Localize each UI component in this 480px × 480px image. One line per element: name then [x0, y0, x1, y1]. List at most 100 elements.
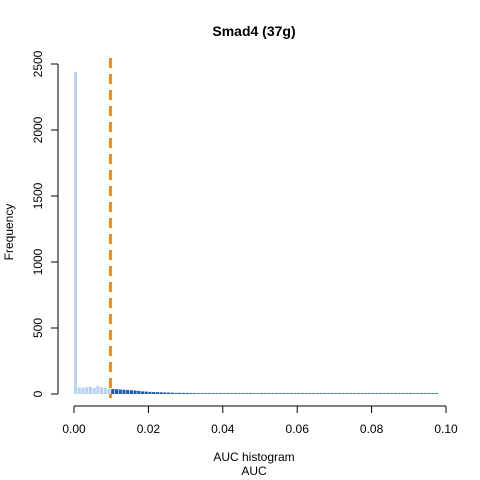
histogram-bar	[260, 393, 264, 394]
histogram-bar	[200, 393, 204, 394]
histogram-bar	[159, 392, 163, 394]
histogram-bar	[107, 388, 111, 394]
histogram-bar	[152, 392, 156, 394]
histogram-bar	[338, 393, 342, 394]
histogram-bar	[252, 393, 256, 394]
histogram-bar	[114, 389, 119, 394]
y-tick-label: 1500	[31, 182, 45, 209]
histogram-bars	[74, 71, 438, 395]
histogram-bar	[382, 393, 386, 394]
histogram-bar	[286, 393, 290, 394]
histogram-bar	[278, 393, 282, 394]
chart-title: Smad4 (37g)	[212, 23, 295, 39]
histogram-bar	[219, 393, 223, 394]
x-tick-label: 0.00	[62, 422, 86, 436]
x-axis-label-2: AUC	[241, 464, 267, 478]
histogram-bar	[423, 393, 427, 394]
histogram-bar	[274, 393, 278, 394]
histogram-bar	[74, 71, 78, 395]
histogram-bar	[178, 392, 182, 394]
histogram-bar	[416, 393, 420, 394]
histogram-bar	[401, 393, 405, 394]
histogram-bar	[364, 393, 368, 394]
y-tick-label: 2500	[31, 50, 45, 77]
histogram-bar	[241, 393, 245, 394]
histogram-bar	[356, 393, 360, 394]
histogram-bar	[263, 393, 267, 394]
x-tick-label: 0.02	[137, 422, 161, 436]
histogram-bar	[341, 393, 345, 394]
histogram-bar	[185, 392, 189, 394]
histogram-bar	[92, 388, 96, 394]
histogram-bar	[174, 392, 178, 394]
histogram-bar	[167, 392, 171, 394]
histogram-bar	[334, 393, 338, 394]
histogram-bar	[237, 393, 241, 394]
histogram-bar	[233, 393, 238, 394]
histogram-bar	[386, 393, 390, 394]
histogram-bar	[81, 387, 85, 394]
histogram-bar	[271, 393, 275, 394]
histogram-bar	[312, 393, 316, 394]
histogram-bar	[133, 390, 137, 394]
histogram-bar	[122, 389, 126, 394]
histogram-bar	[144, 391, 148, 394]
histogram-bar	[96, 386, 100, 394]
histogram-bar	[330, 393, 334, 394]
y-tick-label: 500	[31, 318, 45, 338]
histogram-bar	[419, 393, 424, 394]
histogram-bar	[129, 390, 133, 394]
x-tick-label: 0.06	[286, 422, 310, 436]
histogram-bar	[111, 388, 115, 394]
histogram-bar	[100, 387, 104, 394]
histogram-bar	[379, 393, 383, 394]
histogram-bar	[375, 393, 379, 394]
histogram-bar	[77, 387, 81, 394]
histogram-bar	[393, 393, 398, 394]
histogram-bar	[140, 391, 145, 394]
histogram-bar	[431, 393, 435, 394]
histogram-bar	[308, 393, 312, 394]
histogram-bar	[193, 393, 197, 394]
histogram-bar	[304, 393, 308, 394]
histogram-bar	[126, 390, 130, 394]
histogram-bar	[282, 393, 286, 394]
histogram-bar	[293, 393, 297, 394]
histogram-bar	[230, 393, 234, 394]
x-tick-label: 0.04	[211, 422, 235, 436]
histogram-bar	[222, 393, 226, 394]
histogram-bar	[289, 393, 293, 394]
histogram-bar	[245, 393, 249, 394]
x-tick-label: 0.08	[360, 422, 384, 436]
histogram-bar	[163, 392, 167, 394]
histogram-bar	[215, 393, 219, 394]
histogram-bar	[323, 393, 327, 394]
histogram-bar	[207, 393, 212, 394]
histogram-bar	[315, 393, 319, 394]
histogram-bar	[360, 393, 364, 394]
histogram-bar	[85, 387, 89, 394]
histogram-bar	[326, 393, 331, 394]
y-tick-label: 1000	[31, 248, 45, 275]
histogram-bar	[349, 393, 353, 394]
histogram-bar	[267, 393, 271, 394]
histogram-bar	[397, 393, 401, 394]
histogram-bar	[211, 393, 215, 394]
histogram-bar	[256, 393, 260, 394]
histogram-bar	[204, 393, 208, 394]
histogram-bar	[196, 393, 200, 394]
histogram-bar	[297, 393, 301, 394]
histogram-bar	[371, 393, 375, 394]
histogram-bar	[226, 393, 230, 394]
histogram-bar	[137, 390, 141, 394]
y-tick-label: 0	[31, 390, 45, 397]
histogram-bar	[427, 393, 431, 394]
x-axis-label-1: AUC histogram	[213, 450, 294, 464]
histogram-bar	[103, 387, 107, 394]
histogram-bar	[353, 393, 357, 394]
y-axis: 0 500 1000 1500 2000 2500	[31, 50, 59, 397]
histogram-bar	[345, 393, 349, 394]
histogram-bar	[300, 393, 305, 394]
x-axis: 0.00 0.02 0.04 0.06 0.08 0.10	[62, 405, 458, 436]
